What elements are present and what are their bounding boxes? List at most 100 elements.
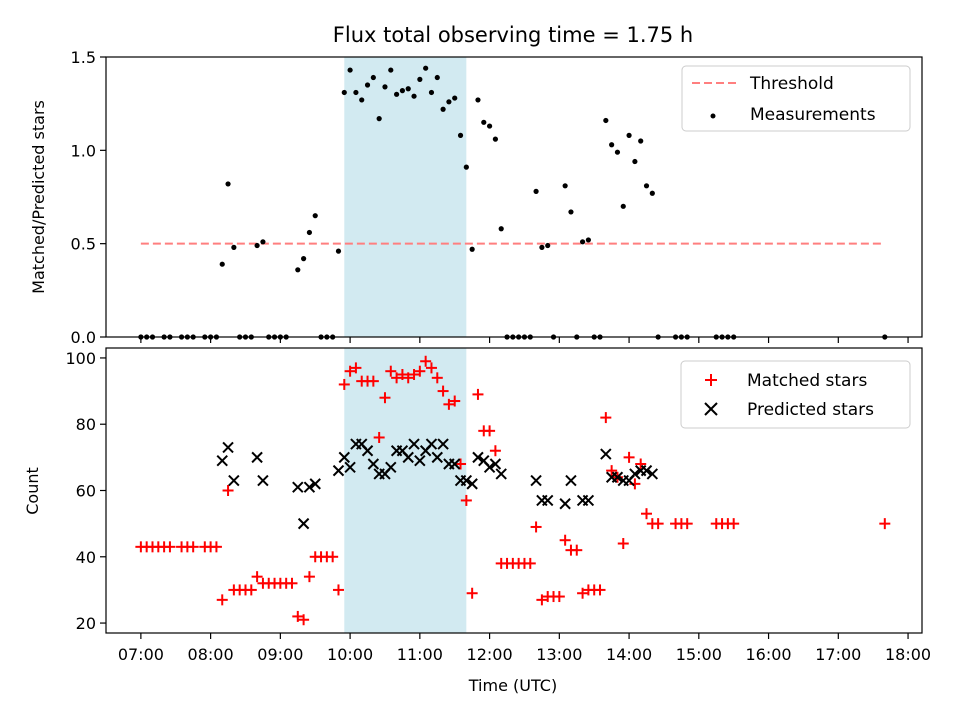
matched-star-point: [408, 369, 420, 381]
predicted-star-point: [385, 461, 397, 474]
predicted-star-point: [408, 438, 420, 450]
measurement-point: [341, 89, 347, 96]
matched-star-point: [879, 518, 891, 530]
predicted-star-point: [495, 468, 507, 480]
legend-predicted-label: Predicted stars: [747, 400, 874, 420]
ratio-plot-frame: [105, 56, 923, 338]
matched-star-point: [373, 431, 385, 443]
measurement-point: [423, 65, 429, 71]
measurement-point: [539, 244, 545, 250]
predicted-star-point: [542, 494, 554, 507]
measurement-point: [382, 84, 388, 90]
y-tick-label: 80: [76, 415, 96, 434]
ratio-y-ticks: 0.0 0.5 1.0 1.5: [71, 48, 106, 347]
measurement-point: [306, 229, 313, 236]
matched-star-point: [455, 458, 467, 470]
measurement-point: [428, 89, 435, 96]
predicted-star-point: [460, 474, 473, 487]
measurement-point: [405, 86, 411, 92]
matched-star-point: [303, 571, 315, 583]
x-tick-label: 08:00: [188, 645, 234, 664]
matched-star-point: [327, 551, 339, 563]
matched-star-point: [466, 587, 478, 599]
matched-star-point: [641, 508, 653, 520]
y-tick-label: 40: [76, 548, 96, 567]
predicted-star-point: [472, 451, 484, 464]
predicted-star-point: [228, 474, 240, 487]
measurement-point: [312, 213, 318, 219]
predicted-star-point: [402, 451, 414, 464]
measurement-point: [411, 93, 417, 99]
counts-y-ticks: 20 40 60 80 100: [65, 349, 106, 633]
measurement-point: [649, 190, 655, 196]
measurement-point: [545, 242, 551, 249]
measurement-point: [440, 106, 446, 112]
measurement-point: [388, 67, 394, 73]
predicted-star-point: [629, 468, 641, 480]
observing-window-span: [344, 348, 467, 633]
measurement-point: [364, 82, 371, 88]
measurement-point: [632, 158, 638, 165]
matched-star-point: [402, 372, 414, 384]
measurement-point: [614, 149, 621, 155]
ratio-legend: Threshold Measurements: [681, 65, 911, 132]
observing-window-span: [344, 57, 467, 337]
legend-threshold-label: Threshold: [749, 74, 834, 94]
ratio-panel: 0.0 0.5 1.0 1.5 Matched/Predicted stars Thr…: [29, 48, 923, 347]
counts-x-ticks: 07:00 08:00 09:00 10:00 11:00 12:00 13:00 14:00…: [118, 633, 931, 664]
measurement-point: [434, 74, 440, 81]
matched-star-point: [536, 594, 548, 606]
matched-star-point: [210, 541, 222, 553]
matched-star-point: [460, 494, 472, 506]
predicted-star-point: [530, 474, 542, 487]
predicted-star-point: [216, 454, 228, 467]
matched-star-point: [292, 610, 304, 622]
x-tick-label: 13:00: [536, 645, 582, 664]
predicted-star-point: [646, 468, 659, 480]
predicted-star-point: [437, 438, 449, 450]
measurement-point: [568, 209, 574, 215]
matched-star-point: [425, 362, 437, 374]
measurement-point: [609, 142, 615, 148]
matched-star-points: [135, 355, 891, 626]
y-tick-label: 20: [76, 614, 96, 633]
legend-matched-swatch: [705, 374, 717, 386]
predicted-star-point: [582, 494, 595, 507]
predicted-star-point: [466, 478, 478, 490]
measurement-point: [643, 183, 650, 189]
measurement-point: [335, 248, 342, 254]
predicted-star-point: [309, 478, 321, 490]
matched-star-point: [367, 375, 379, 387]
measurement-point: [579, 239, 586, 245]
measurement-point: [475, 97, 481, 103]
x-tick-label: 14:00: [606, 645, 652, 664]
measurement-point: [463, 164, 469, 170]
predicted-star-point: [489, 458, 502, 470]
measurement-point: [353, 89, 359, 96]
predicted-star-point: [251, 451, 263, 464]
matched-star-point: [728, 518, 740, 530]
counts-panel: 20 40 60 80 100 07:00 08:00 09:00 10:00 11:00 12:…: [23, 347, 931, 695]
predicted-star-point: [257, 474, 269, 487]
measurement-point: [225, 181, 231, 187]
predicted-star-point: [425, 438, 438, 450]
measurement-point: [620, 203, 626, 209]
counts-y-axis-label: Count: [23, 467, 42, 515]
predicted-star-point: [303, 481, 316, 493]
predicted-star-point: [297, 517, 310, 530]
matched-star-point: [437, 385, 449, 397]
measurement-point: [295, 267, 301, 273]
predicted-star-point: [222, 441, 234, 454]
measurement-point: [469, 246, 475, 252]
measurement-point: [486, 123, 493, 129]
predicted-star-point: [361, 445, 374, 457]
ratio-y-axis-label: Matched/Predicted stars: [29, 100, 48, 294]
matched-star-point: [524, 557, 536, 569]
matched-star-point: [414, 365, 426, 377]
measurement-point: [585, 237, 591, 243]
matched-star-point: [379, 392, 391, 404]
ratio-legend-box: [681, 65, 911, 132]
matched-star-point: [251, 571, 263, 583]
x-tick-label: 15:00: [676, 645, 722, 664]
predicted-star-point: [367, 458, 380, 470]
